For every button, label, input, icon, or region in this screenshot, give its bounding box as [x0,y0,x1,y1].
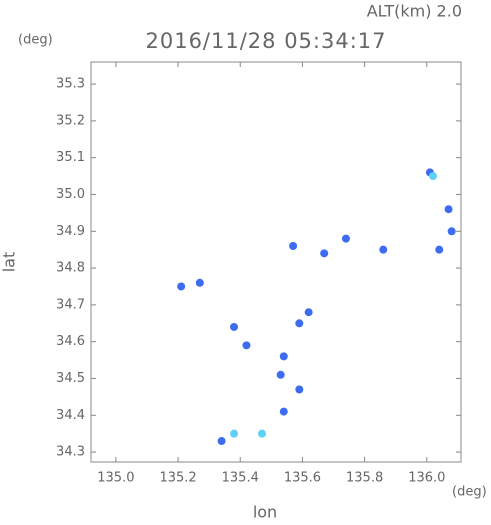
y-tick-label: 35.1 [56,150,85,165]
echo-point [230,322,239,331]
y-tick-label: 35.0 [56,187,85,202]
y-unit: (deg) [18,33,53,48]
y-tick-label: 34.3 [56,445,85,460]
x-tick-label: 135.0 [97,471,134,486]
y-tick-label: 34.6 [56,334,85,349]
x-axis-label: lon [253,503,277,522]
y-tick-label: 35.2 [56,113,85,128]
y-tick-label: 34.8 [56,261,85,276]
x-tick-label: 135.2 [159,471,196,486]
echo-point [379,245,388,254]
echo-point [429,172,438,181]
echo-point [230,429,239,438]
y-tick-label: 34.9 [56,224,85,239]
echo-point [341,234,350,243]
y-tick-label: 35.3 [56,77,85,92]
echo-point [320,249,329,258]
echo-point [279,352,288,361]
y-tick-label: 34.5 [56,371,85,386]
x-tick-label: 135.4 [222,471,259,486]
echo-point [295,385,304,394]
echo-point [242,341,251,350]
echo-point [276,370,285,379]
y-axis-label: lat [0,252,19,273]
echo-point [289,241,298,250]
x-tick-label: 135.8 [346,471,383,486]
echo-point [177,282,186,291]
plot-frame [90,61,462,463]
y-tick-label: 34.7 [56,297,85,312]
x-tick-label: 136.0 [408,471,445,486]
echo-point [217,437,226,446]
x-tick-label: 135.6 [284,471,321,486]
y-tick-label: 34.4 [56,408,85,423]
echo-point [279,407,288,416]
chart-title: 2016/11/28 05:34:17 [145,29,386,53]
echo-point [304,308,313,317]
echo-point [447,227,456,236]
echo-point [195,278,204,287]
echo-point [435,245,444,254]
echo-point [258,429,267,438]
altitude: ALT(km) 2.0 [367,2,462,21]
echo-point [295,319,304,328]
echo-point [444,205,453,214]
x-unit: (deg) [452,485,487,500]
